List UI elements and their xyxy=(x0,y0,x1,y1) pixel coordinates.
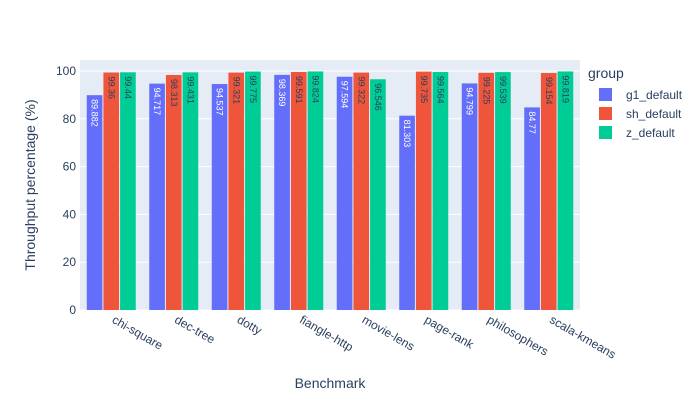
x-tick-label: fiangle-http xyxy=(297,312,356,354)
bar-sh_default-dotty xyxy=(228,72,245,310)
bar-sh_default-chi-square xyxy=(103,72,120,311)
x-tick-label: page-rank xyxy=(422,312,477,352)
legend-title: group xyxy=(588,65,624,81)
bar-value-label: 97.594 xyxy=(340,81,350,109)
legend-swatch-g1_default xyxy=(599,88,612,101)
bar-value-label: 98.369 xyxy=(277,79,287,107)
bar-value-label: 94.799 xyxy=(465,87,475,115)
bar-value-label: 99.431 xyxy=(185,76,195,104)
bar-value-label: 99.154 xyxy=(544,77,554,105)
bar-value-label: 94.717 xyxy=(152,88,162,116)
bar-sh_default-dec-tree xyxy=(165,75,182,310)
legend-label-g1_default: g1_default xyxy=(626,88,683,102)
x-tick-label: chi-square xyxy=(110,312,166,352)
bar-g1_default-dec-tree xyxy=(149,83,165,310)
bar-value-label: 84.77 xyxy=(527,111,537,134)
bar-z_default-page-rank xyxy=(432,72,449,310)
bar-sh_default-philosophers xyxy=(478,72,495,310)
bar-z_default-scala-kmeans xyxy=(557,71,574,310)
bar-value-label: 99.591 xyxy=(294,76,304,104)
bar-z_default-philosophers xyxy=(495,72,511,311)
x-tick-label: movie-lens xyxy=(360,312,417,353)
y-tick-label: 40 xyxy=(63,207,77,221)
bar-value-label: 99.819 xyxy=(560,75,570,103)
bar-value-label: 99.321 xyxy=(231,77,241,105)
x-tick-label: dec-tree xyxy=(172,312,217,346)
x-tick-label: scala-kmeans xyxy=(547,312,618,361)
bar-z_default-dec-tree xyxy=(182,72,199,310)
x-tick-label: philosophers xyxy=(485,312,551,358)
bar-value-label: 99.564 xyxy=(435,76,445,104)
bar-value-label: 99.322 xyxy=(356,77,366,105)
bar-value-label: 99.775 xyxy=(248,76,258,104)
bar-sh_default-fiangle-http xyxy=(290,71,307,310)
y-tick-label: 80 xyxy=(63,112,77,126)
bar-g1_default-fiangle-http xyxy=(274,74,290,310)
bar-z_default-chi-square xyxy=(120,72,136,310)
bar-z_default-fiangle-http xyxy=(307,71,324,310)
y-tick-label: 0 xyxy=(69,303,76,317)
bar-g1_default-philosophers xyxy=(461,83,478,310)
bar-g1_default-scala-kmeans xyxy=(524,107,540,310)
bar-value-label: 99.539 xyxy=(498,76,508,104)
y-tick-label: 100 xyxy=(56,64,76,78)
bar-z_default-movie-lens xyxy=(370,79,386,311)
bar-sh_default-page-rank xyxy=(415,71,432,311)
y-tick-label: 20 xyxy=(63,255,77,269)
bar-value-label: 99.36 xyxy=(106,77,116,100)
bar-value-label: 96.546 xyxy=(373,83,383,111)
bar-z_default-dotty xyxy=(245,71,261,310)
bar-g1_default-movie-lens xyxy=(336,76,353,310)
legend-label-sh_default: sh_default xyxy=(626,107,682,121)
bar-sh_default-scala-kmeans xyxy=(540,73,557,310)
bar-value-label: 99.824 xyxy=(310,75,320,103)
bar-value-label: 99.225 xyxy=(481,77,491,105)
bar-sh_default-movie-lens xyxy=(353,72,370,311)
x-axis-title: Benchmark xyxy=(295,375,367,391)
legend-swatch-sh_default xyxy=(599,107,612,120)
bar-value-label: 94.537 xyxy=(215,88,225,116)
legend-label-z_default: z_default xyxy=(626,126,675,140)
bar-value-label: 99.44 xyxy=(123,76,133,99)
bar-value-label: 81.303 xyxy=(402,120,412,148)
x-tick-label: dotty xyxy=(235,312,265,337)
y-axis-title: Throughput percentage (%) xyxy=(22,99,38,270)
bar-g1_default-dotty xyxy=(211,84,228,310)
bar-value-label: 98.313 xyxy=(169,79,179,107)
bar-value-label: 99.735 xyxy=(419,76,429,104)
y-tick-label: 60 xyxy=(63,160,77,174)
bar-g1_default-chi-square xyxy=(86,95,103,310)
bar-value-label: 89.882 xyxy=(90,99,100,127)
legend-swatch-z_default xyxy=(599,126,612,139)
bar-g1_default-page-rank xyxy=(399,115,415,310)
